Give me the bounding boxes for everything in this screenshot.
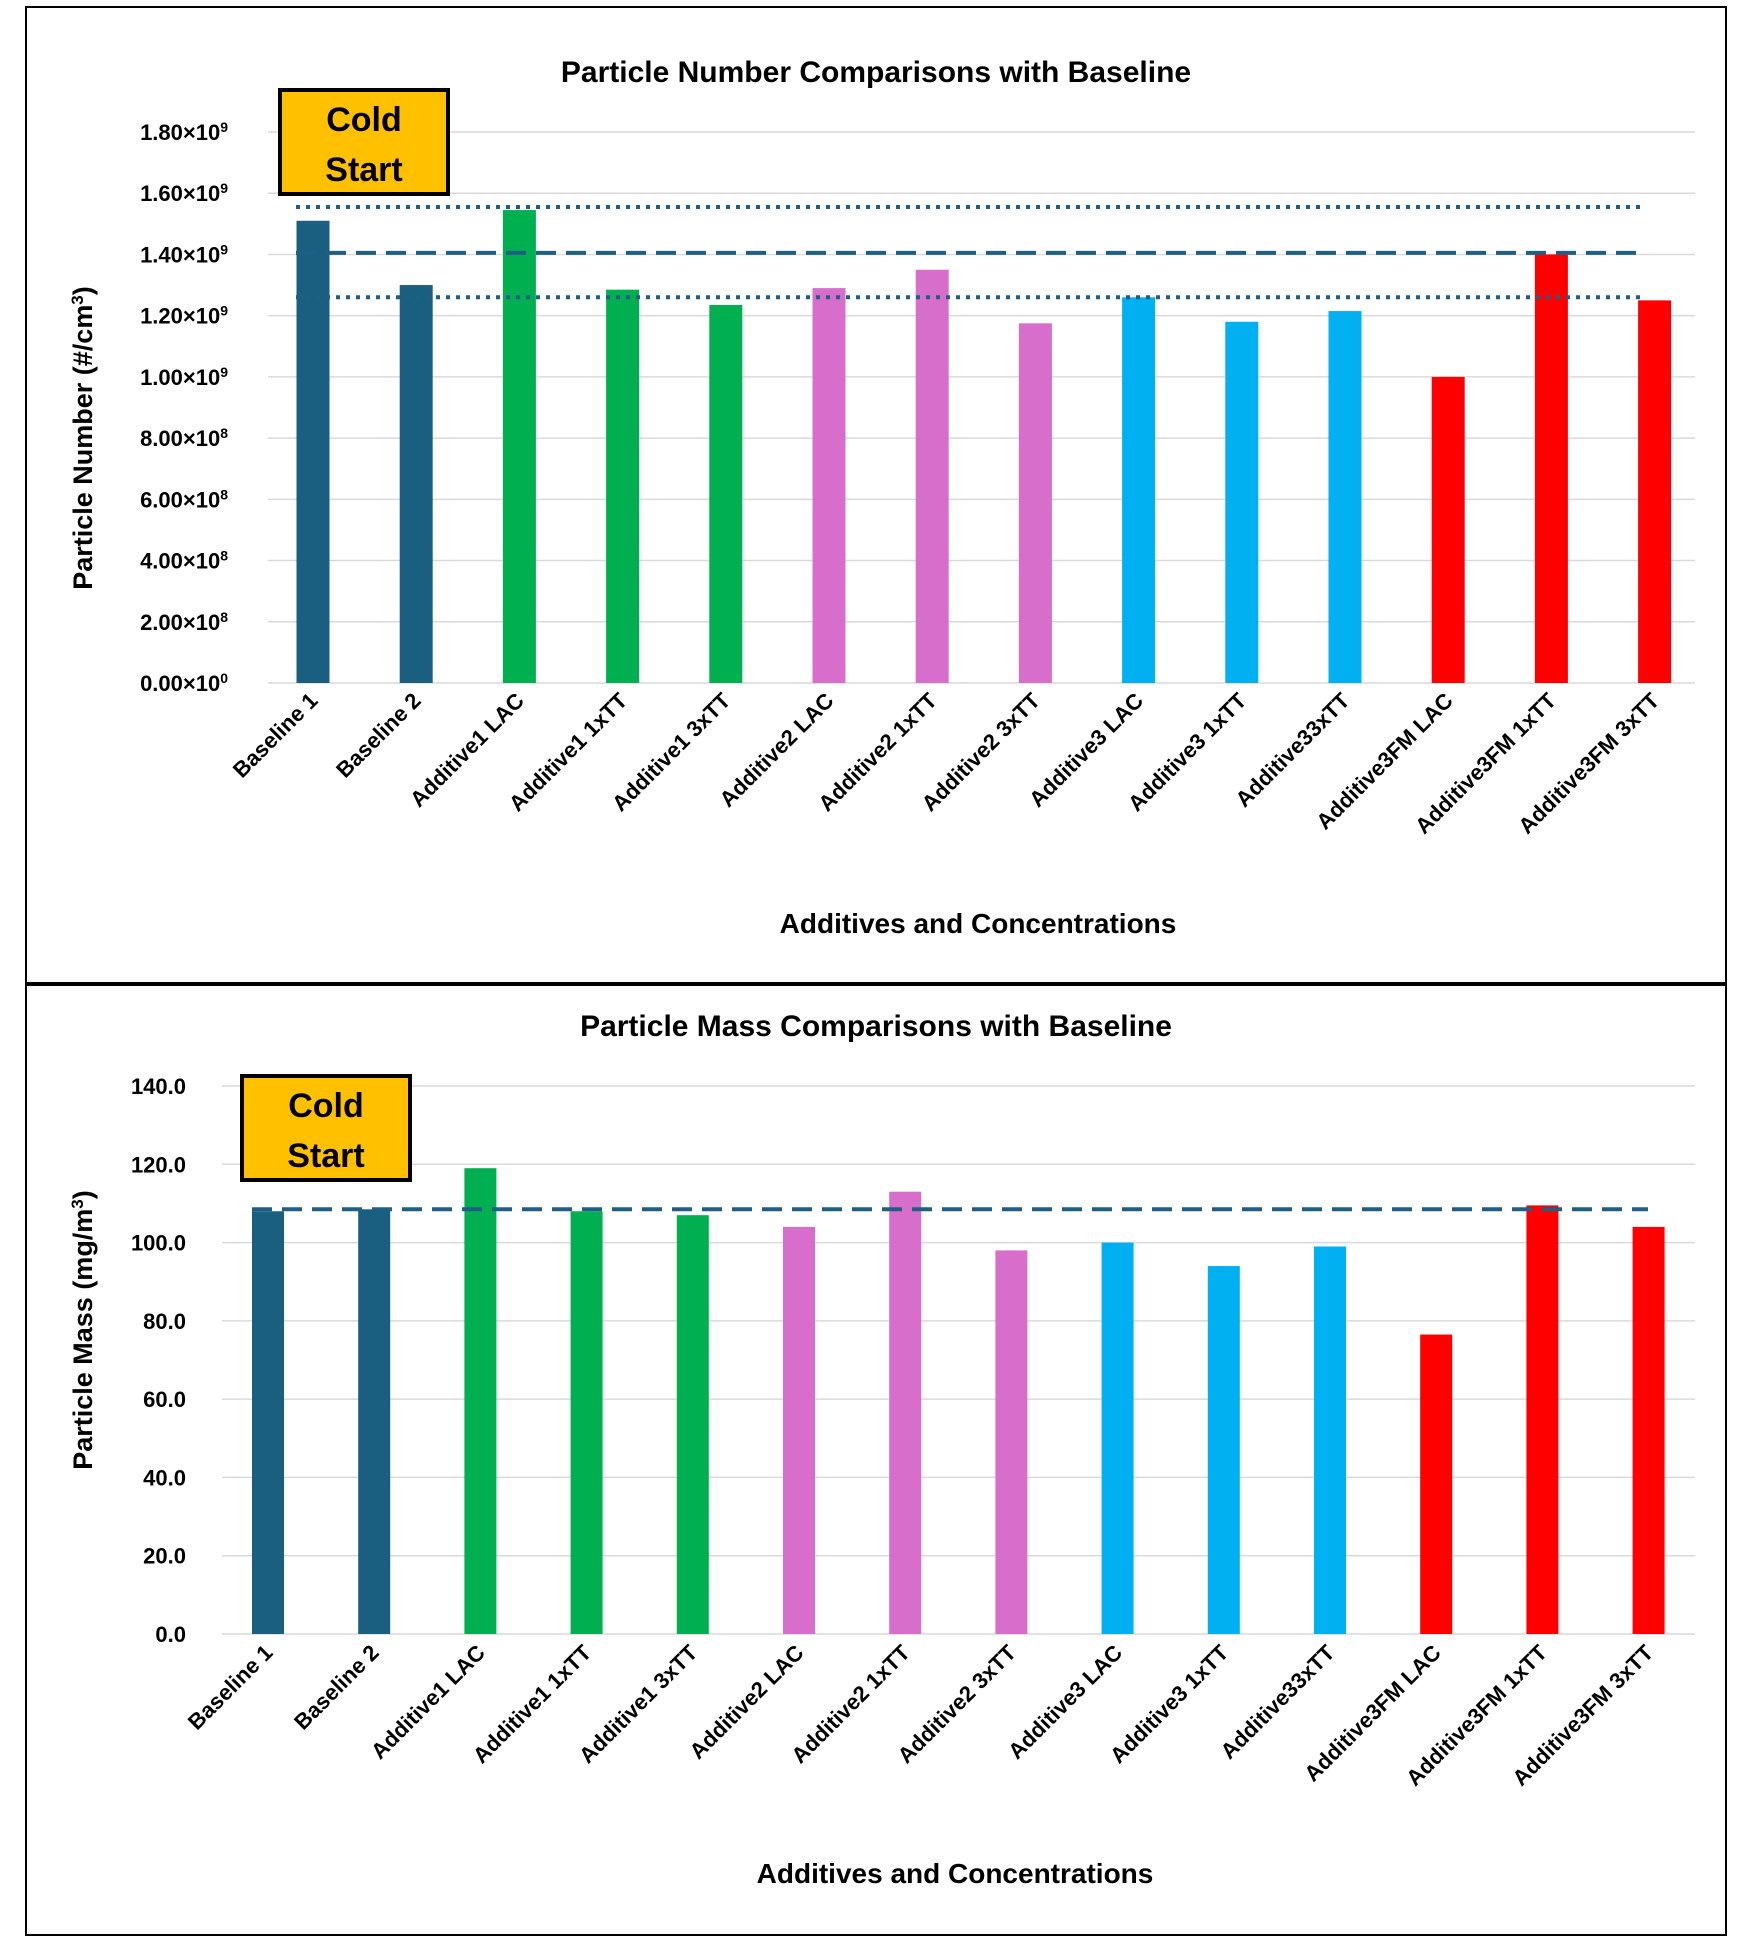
chart2-bar — [358, 1209, 391, 1634]
chart2-y-axis-label: Particle Mass (mg/m3) — [68, 1190, 99, 1470]
chart2-plot: 0.0 20.0 40.0 60.0 80.0 100.0 120.0 140.0 Baseli… — [131, 1074, 1695, 1791]
chart2-x-tick-label: Additive2 LAC — [685, 1640, 809, 1764]
chart2-bar — [570, 1211, 603, 1634]
chart2-bar — [783, 1226, 815, 1634]
chart2-x-tick-label: Additive3 LAC — [1003, 1640, 1127, 1764]
chart2-bar — [464, 1168, 497, 1634]
chart2-y-tick-label: 80.0 — [143, 1309, 186, 1334]
chart2-cold-start-line1: Cold — [288, 1087, 364, 1125]
chart2-y-tick-label: 20.0 — [143, 1544, 186, 1569]
chart2-bar — [995, 1250, 1028, 1634]
chart1-bar — [399, 285, 433, 683]
chart1-bar — [296, 220, 330, 683]
chart1-x-tick-label: Baseline 1 — [228, 688, 323, 783]
chart1-bar — [1122, 297, 1156, 683]
chart1-bar — [606, 289, 640, 683]
chart1-y-tick-label: 0.00×100 — [140, 670, 228, 696]
chart1-bar — [502, 210, 536, 683]
chart1-bar — [1534, 254, 1568, 683]
chart2-y-tick-label: 140.0 — [131, 1074, 186, 1099]
chart2-bar — [1526, 1205, 1559, 1634]
chart1-y-tick-label: 1.60×109 — [140, 180, 228, 206]
chart1-y-tick-label: 1.40×109 — [140, 241, 228, 267]
chart2-cold-start-box — [240, 1074, 412, 1182]
chart2-bar — [676, 1215, 709, 1634]
chart1-cold-start-line2: Start — [325, 151, 402, 189]
chart1-y-tick-label: 8.00×108 — [140, 425, 228, 451]
chart2-y-tick-label: 100.0 — [131, 1231, 186, 1256]
chart1-bar — [1225, 321, 1259, 683]
chart2-title: Particle Mass Comparisons with Baseline — [580, 1010, 1172, 1043]
chart2-x-axis-label: Additives and Concentrations — [757, 1858, 1154, 1889]
chart2-bar — [1101, 1242, 1134, 1634]
chart1-bar — [1431, 376, 1465, 683]
chart2-y-tick-label: 60.0 — [143, 1387, 186, 1412]
chart1-cold-start-box — [278, 88, 450, 196]
chart2-y-tick-label: 0.0 — [155, 1622, 186, 1647]
chart1-y-axis-label: Particle Number (#/cm3) — [68, 286, 99, 590]
chart2-bar — [252, 1211, 284, 1634]
chart1-y-tick-label: 1.80×109 — [140, 119, 228, 145]
chart2-y-tick-label: 120.0 — [131, 1152, 186, 1177]
chart1-y-tick-label: 4.00×108 — [140, 548, 228, 574]
chart1-bar — [1018, 323, 1052, 683]
chart2-x-tick-label: Baseline 1 — [183, 1640, 278, 1735]
chart2-x-tick-label: Additive1 LAC — [366, 1640, 490, 1764]
chart1-cold-start-line1: Cold — [326, 101, 402, 139]
chart2-x-tick-label: Baseline 2 — [289, 1640, 384, 1735]
chart1-y-tick-label: 1.20×109 — [140, 303, 228, 329]
chart1-bar — [1638, 300, 1672, 683]
chart1-bar — [709, 304, 743, 683]
chart1-bar — [1328, 311, 1362, 683]
chart1-x-tick-label: Baseline 2 — [331, 688, 426, 783]
chart1-plot: 0.00×100 2.00×108 4.00×108 6.00×108 8.00×108… — [140, 88, 1695, 839]
chart2-bar — [1632, 1226, 1665, 1634]
chart2-bar — [889, 1191, 922, 1634]
chart2-cold-start-line2: Start — [287, 1137, 364, 1175]
chart2-y-tick-label: 40.0 — [143, 1465, 186, 1490]
chart1-bar — [812, 288, 846, 683]
chart1-x-axis-label: Additives and Concentrations — [780, 908, 1177, 939]
chart2-bar — [1420, 1334, 1453, 1634]
chart1-bar — [915, 269, 949, 683]
chart2-bar — [1207, 1266, 1240, 1634]
chart2-bar — [1314, 1246, 1346, 1634]
chart2-x-tick-label: Additive33xTT — [1216, 1639, 1340, 1763]
chart1-y-tick-label: 1.00×109 — [140, 364, 228, 390]
chart1-y-tick-label: 2.00×108 — [140, 609, 228, 635]
chart1-y-tick-label: 6.00×108 — [140, 486, 228, 512]
chart1-title: Particle Number Comparisons with Baselin… — [561, 56, 1191, 89]
